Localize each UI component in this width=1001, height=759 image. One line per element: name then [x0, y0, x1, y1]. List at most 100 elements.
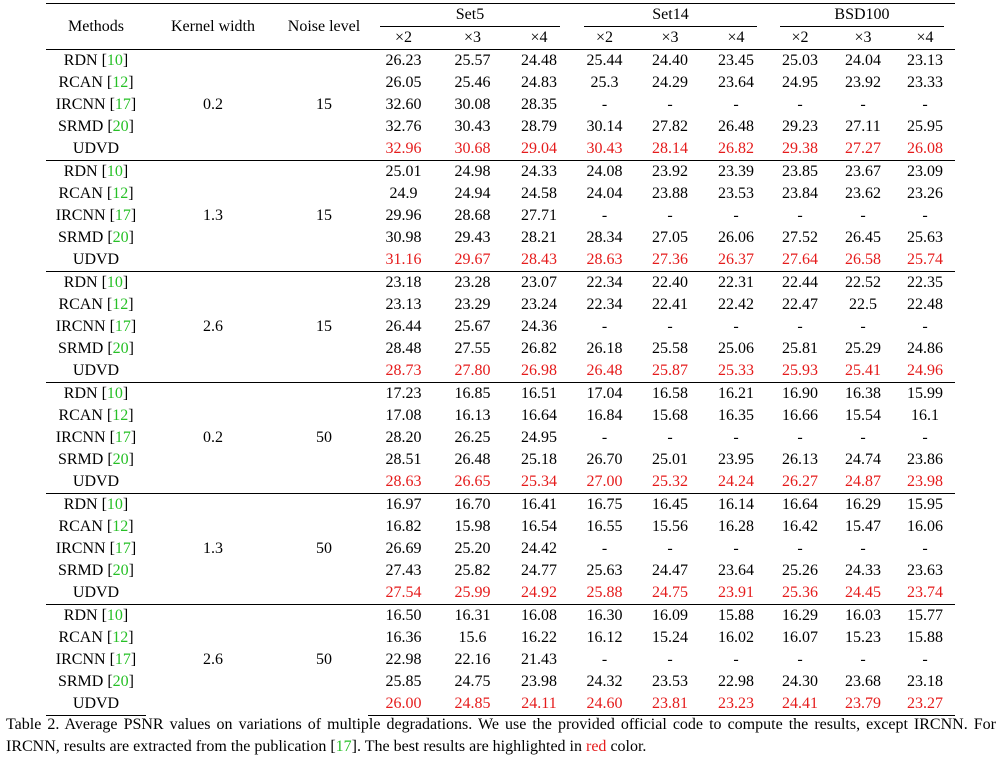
method-cell: RCAN [12]	[58, 185, 134, 202]
psnr-value-cell: 25.82	[454, 562, 491, 579]
noise-level-cell: 15	[280, 49, 368, 161]
kernel-width-cell: 1.3	[146, 493, 280, 605]
method-citation[interactable]: 12	[112, 629, 129, 646]
method-cell: SRMD [20]	[57, 562, 134, 579]
method-citation[interactable]: 17	[114, 651, 131, 668]
method-citation[interactable]: 12	[112, 74, 129, 91]
psnr-value-cell: -	[733, 540, 739, 557]
caption-text-2: ]. The best results are highlighted in	[351, 738, 586, 755]
psnr-value-cell: 24.98	[439, 160, 506, 183]
psnr-value-cell: 22.98	[718, 673, 754, 690]
method-cell: UDVD	[46, 249, 146, 272]
psnr-value-cell: 16.30	[572, 604, 637, 627]
method-name: UDVD	[72, 695, 120, 712]
method-citation[interactable]: 12	[112, 296, 129, 313]
method-name: UDVD	[72, 251, 120, 268]
psnr-value-cell: 24.08	[572, 160, 637, 183]
caption-citation[interactable]: 17	[335, 738, 352, 755]
psnr-value-cell: 26.44	[385, 318, 422, 335]
method-citation[interactable]: 10	[106, 274, 123, 291]
psnr-value-cell: -	[733, 429, 739, 446]
psnr-value-cell: 26.70	[586, 451, 623, 468]
psnr-value-cell: 15.24	[652, 629, 688, 646]
psnr-value-cell: 23.91	[718, 584, 754, 601]
method-citation[interactable]: 20	[112, 229, 129, 246]
psnr-value-cell: 22.31	[703, 271, 769, 294]
psnr-value-cell: 25.01	[368, 160, 439, 183]
header-kernel-width: Kernel width	[146, 3, 280, 50]
method-name: UDVD	[72, 584, 120, 601]
table-group: RDN [10] 2.6 50 16.50 16.31 16.08 16.30 16.09 15…	[46, 604, 955, 716]
table-group: RDN [10] 2.6 15 23.18 23.28 23.07 22.34 22.40 22…	[46, 271, 955, 383]
psnr-value-cell: 24.47	[652, 562, 688, 579]
method-name: RCAN	[58, 296, 103, 313]
method-citation[interactable]: 20	[112, 340, 129, 357]
method-citation[interactable]: 10	[106, 163, 123, 180]
psnr-value-cell: 22.41	[652, 296, 688, 313]
psnr-value-cell: 24.04	[586, 185, 623, 202]
psnr-table: Methods Kernel width Noise level Set5 Se…	[46, 3, 955, 716]
psnr-value-cell: 27.43	[385, 562, 422, 579]
psnr-value-cell: 15.88	[907, 629, 943, 646]
psnr-value-cell: 26.13	[782, 451, 818, 468]
psnr-value-cell: -	[667, 651, 673, 668]
psnr-value-cell: 16.75	[572, 493, 637, 516]
psnr-value-cell: 24.75	[652, 584, 688, 601]
method-cell: UDVD	[46, 693, 146, 716]
method-name: RDN	[63, 385, 98, 402]
method-citation[interactable]: 12	[112, 407, 129, 424]
table-row: UDVD 32.96 30.68 29.04 30.43 28.14 26.82 29.38 2…	[46, 138, 955, 161]
method-citation[interactable]: 17	[114, 96, 131, 113]
psnr-value-cell: 25.20	[454, 540, 491, 557]
table-row: SRMD [20] 27.43 25.82 24.77 25.63 24.47 23.64 2…	[46, 560, 955, 582]
method-citation[interactable]: 12	[112, 185, 129, 202]
method-name: SRMD	[57, 562, 104, 579]
psnr-value-cell: -	[601, 651, 608, 668]
method-citation[interactable]: 17	[114, 429, 131, 446]
table-row: RDN [10] 2.6 15 23.18 23.28 23.07 22.34 22.40 22…	[46, 271, 955, 383]
header-scale: ×2	[368, 27, 439, 50]
method-citation[interactable]: 17	[114, 540, 131, 557]
psnr-value-cell: 22.5	[849, 296, 877, 313]
psnr-value-cell: 15.23	[845, 629, 881, 646]
psnr-value-cell: -	[797, 96, 803, 113]
method-citation[interactable]: 10	[106, 385, 123, 402]
table-row: RDN [10] 2.6 50 16.50 16.31 16.08 16.30 16.09 15…	[46, 604, 955, 716]
psnr-value-cell: 23.53	[718, 185, 754, 202]
psnr-value-cell: 23.27	[895, 693, 955, 716]
psnr-value-cell: 17.23	[368, 382, 439, 405]
psnr-value-cell: 24.95	[521, 429, 557, 446]
psnr-value-cell: -	[922, 651, 928, 668]
psnr-value-cell: 25.41	[845, 362, 881, 379]
method-citation[interactable]: 20	[112, 673, 129, 690]
psnr-value-cell: 24.60	[572, 693, 637, 716]
psnr-value-cell: 16.58	[637, 382, 703, 405]
psnr-value-cell: 16.41	[506, 493, 572, 516]
method-citation[interactable]: 20	[112, 118, 129, 135]
method-citation[interactable]: 17	[114, 207, 131, 224]
method-cell: RDN [10]	[46, 49, 146, 72]
psnr-value-cell: -	[601, 96, 608, 113]
method-cell: IRCNN [17]	[55, 207, 137, 224]
psnr-value-cell: 26.98	[521, 362, 557, 379]
method-citation[interactable]: 20	[112, 451, 129, 468]
psnr-value-cell: 16.45	[637, 493, 703, 516]
method-citation[interactable]: 20	[112, 562, 129, 579]
method-citation[interactable]: 12	[112, 518, 129, 535]
method-citation[interactable]: 10	[106, 496, 123, 513]
method-name: SRMD	[57, 340, 104, 357]
psnr-value-cell: 29.67	[454, 251, 491, 268]
kernel-width-cell: 1.3	[146, 160, 280, 272]
kernel-width-cell: 2.6	[146, 271, 280, 383]
psnr-value-cell: -	[860, 96, 866, 113]
method-citation[interactable]: 10	[106, 52, 123, 69]
method-citation[interactable]: 10	[106, 607, 123, 624]
table-row: IRCNN [17] 28.20 26.25 24.95 - - - - - -	[46, 427, 955, 449]
method-citation[interactable]: 17	[114, 318, 131, 335]
psnr-value-cell: -	[922, 318, 928, 335]
table-header: Methods Kernel width Noise level Set5 Se…	[46, 3, 955, 50]
noise-level-cell: 50	[280, 382, 368, 494]
psnr-value-cell: 24.58	[521, 185, 557, 202]
psnr-value-cell: 28.73	[385, 362, 422, 379]
header-dataset-set14: Set14	[572, 3, 769, 27]
